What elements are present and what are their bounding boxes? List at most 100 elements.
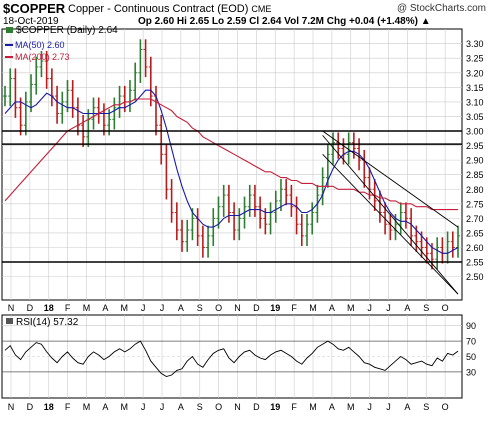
month-tick-label: O [442,303,449,313]
price-tick-label: 3.15 [466,83,484,93]
price-tick-label: 3.20 [466,68,484,78]
channel-line [322,135,459,295]
support-resistance-lines [2,130,462,263]
chart-symbol: $COPPER [3,1,66,16]
rsi-month-tick-label: O [442,402,449,412]
moving-average-lines [4,89,459,254]
month-tick-label: A [102,303,108,313]
channel-line [322,130,459,228]
rsi-tick-label: 70 [466,337,476,347]
rsi-month-tick-label: D [253,402,260,412]
price-tick-label: 2.65 [466,228,484,238]
rsi-month-tick-label: F [291,402,297,412]
price-bars [3,39,460,270]
price-panel-frame [1,28,463,301]
price-tick-label: 3.30 [466,39,484,49]
month-tick-label: S [423,303,429,313]
legend-rsi-swatch [6,318,13,324]
rsi-month-tick-label: F [65,402,71,412]
month-tick-label: 19 [270,303,280,313]
month-tick-label: A [404,303,410,313]
month-tick-label: 18 [44,303,54,313]
month-tick-label: M [121,303,129,313]
price-tick-label: 2.55 [466,258,484,268]
month-tick-label: N [234,303,241,313]
month-tick-label: S [197,303,203,313]
rsi-tick-label: 50 [466,352,476,362]
month-tick-label: A [329,303,335,313]
price-tick-label: 2.90 [466,156,484,166]
month-tick-label: D [27,303,34,313]
price-tick-label: 3.25 [466,54,484,64]
rsi-month-tick-label: J [160,402,165,412]
rsi-tick-label: 90 [466,321,476,331]
month-tick-label: J [386,303,391,313]
month-tick-label: M [83,303,91,313]
price-y-axis: 2.50 2.55 2.60 2.65 2.70 2.75 2.80 2.85 2.90 2.95… [466,39,484,282]
price-tick-label: 2.70 [466,214,484,224]
rsi-month-tick-label: A [102,402,108,412]
rsi-series [4,340,459,377]
rsi-month-tick-label: M [309,402,317,412]
rsi-line [4,340,459,377]
rsi-month-tick-label: D [27,402,34,412]
price-tick-label: 2.75 [466,199,484,209]
rsi-month-tick-label: S [423,402,429,412]
rsi-month-tick-label: S [197,402,203,412]
price-legend: $COPPER (Daily) 2.64 MA(50) 2.60 MA(200)… [5,25,118,62]
rsi-month-tick-label: 18 [44,402,54,412]
ohlc-readout: Op 2.60 Hi 2.65 Lo 2.59 Cl 2.64 Vol 7.2M… [138,16,431,27]
price-grid [2,29,462,300]
ohlc-text: Op 2.60 Hi 2.65 Lo 2.59 Cl 2.64 Vol 7.2M… [138,16,418,27]
month-tick-label: J [160,303,165,313]
rsi-month-tick-label: M [121,402,129,412]
month-tick-label: M [347,303,355,313]
channel-line [322,153,459,295]
month-tick-label: O [215,303,222,313]
watermark[interactable]: @ StockCharts.com [396,3,486,14]
rsi-month-tick-label: N [234,402,241,412]
ma200-line [4,98,458,211]
price-tick-label: 3.10 [466,97,484,107]
month-tick-label: D [253,303,260,313]
rsi-x-axis: N D 18 F M A M J J A S O N D 19 F M A M J J A S O [8,402,449,412]
contract-name: Copper - Continuous Contract (EOD) [68,3,249,15]
chart-date: 18-Oct-2019 [3,16,59,27]
rsi-month-tick-label: O [215,402,222,412]
rsi-month-tick-label: N [8,402,15,412]
month-tick-label: M [309,303,317,313]
month-tick-label: A [178,303,184,313]
month-tick-label: J [367,303,372,313]
rsi-tick-label: 30 [466,367,476,377]
rsi-month-tick-label: 19 [270,402,280,412]
month-tick-label: F [291,303,297,313]
legend-ma200-label: MA(200) 2.73 [15,52,70,62]
rsi-month-tick-label: A [329,402,335,412]
rsi-y-axis: 30 50 70 90 [466,321,476,377]
month-tick-label: F [65,303,71,313]
month-tick-label: N [8,303,15,313]
price-tick-label: 2.60 [466,243,484,253]
legend-price-label: $COPPER (Daily) 2.64 [16,25,118,36]
legend-rsi-label: RSI(14) 57.32 [16,317,79,328]
rsi-month-tick-label: M [83,402,91,412]
price-tick-label: 2.80 [466,185,484,195]
trend-channel [322,130,459,295]
rsi-grid [2,315,462,398]
legend-ma50-label: MA(50) 2.60 [15,40,65,50]
exchange-label: CME [251,4,272,14]
price-tick-label: 2.85 [466,170,484,180]
rsi-month-tick-label: J [386,402,391,412]
rsi-month-tick-label: J [141,402,146,412]
month-tick-label: J [141,303,146,313]
price-x-axis: N D 18 F M A M J J A S O N D 19 F M A M J J A S O [8,303,449,313]
price-tick-label: 2.95 [466,141,484,151]
rsi-month-tick-label: A [404,402,410,412]
rsi-month-tick-label: M [347,402,355,412]
legend-price-swatch [6,27,13,33]
price-tick-label: 3.05 [466,112,484,122]
price-tick-label: 2.50 [466,272,484,282]
rsi-month-tick-label: J [367,402,372,412]
